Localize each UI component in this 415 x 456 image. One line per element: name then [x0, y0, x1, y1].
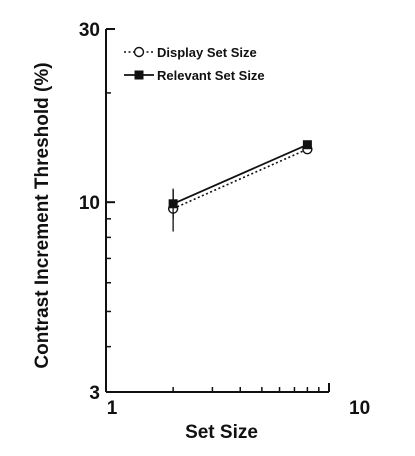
data-point — [168, 199, 178, 209]
x-tick-label: 10 — [349, 398, 370, 419]
legend-label: Display Set Size — [157, 45, 257, 60]
data-point — [302, 140, 312, 150]
axes — [105, 29, 329, 393]
series-line — [172, 148, 308, 210]
legend-item: Relevant Set Size — [124, 68, 265, 83]
series-relevant-set-size — [168, 140, 312, 219]
series-layer — [167, 140, 313, 232]
series-display-set-size — [167, 143, 313, 232]
x-tick-label: 1 — [107, 398, 118, 419]
x-axis-title: Set Size — [185, 422, 258, 443]
y-tick-label: 30 — [79, 20, 100, 41]
y-axis-title: Contrast Increment Threshold (%) — [32, 62, 53, 368]
ticks: 3 10 30 1 10 — [79, 20, 370, 419]
y-tick-label: 3 — [89, 383, 100, 404]
legend-label: Relevant Set Size — [157, 68, 265, 83]
legend-marker — [133, 46, 145, 58]
y-tick-label: 10 — [79, 193, 100, 214]
legend: Display Set Size Relevant Set Size — [124, 45, 265, 83]
series-line — [172, 143, 308, 205]
legend-marker — [134, 70, 144, 80]
legend-item: Display Set Size — [124, 45, 257, 60]
